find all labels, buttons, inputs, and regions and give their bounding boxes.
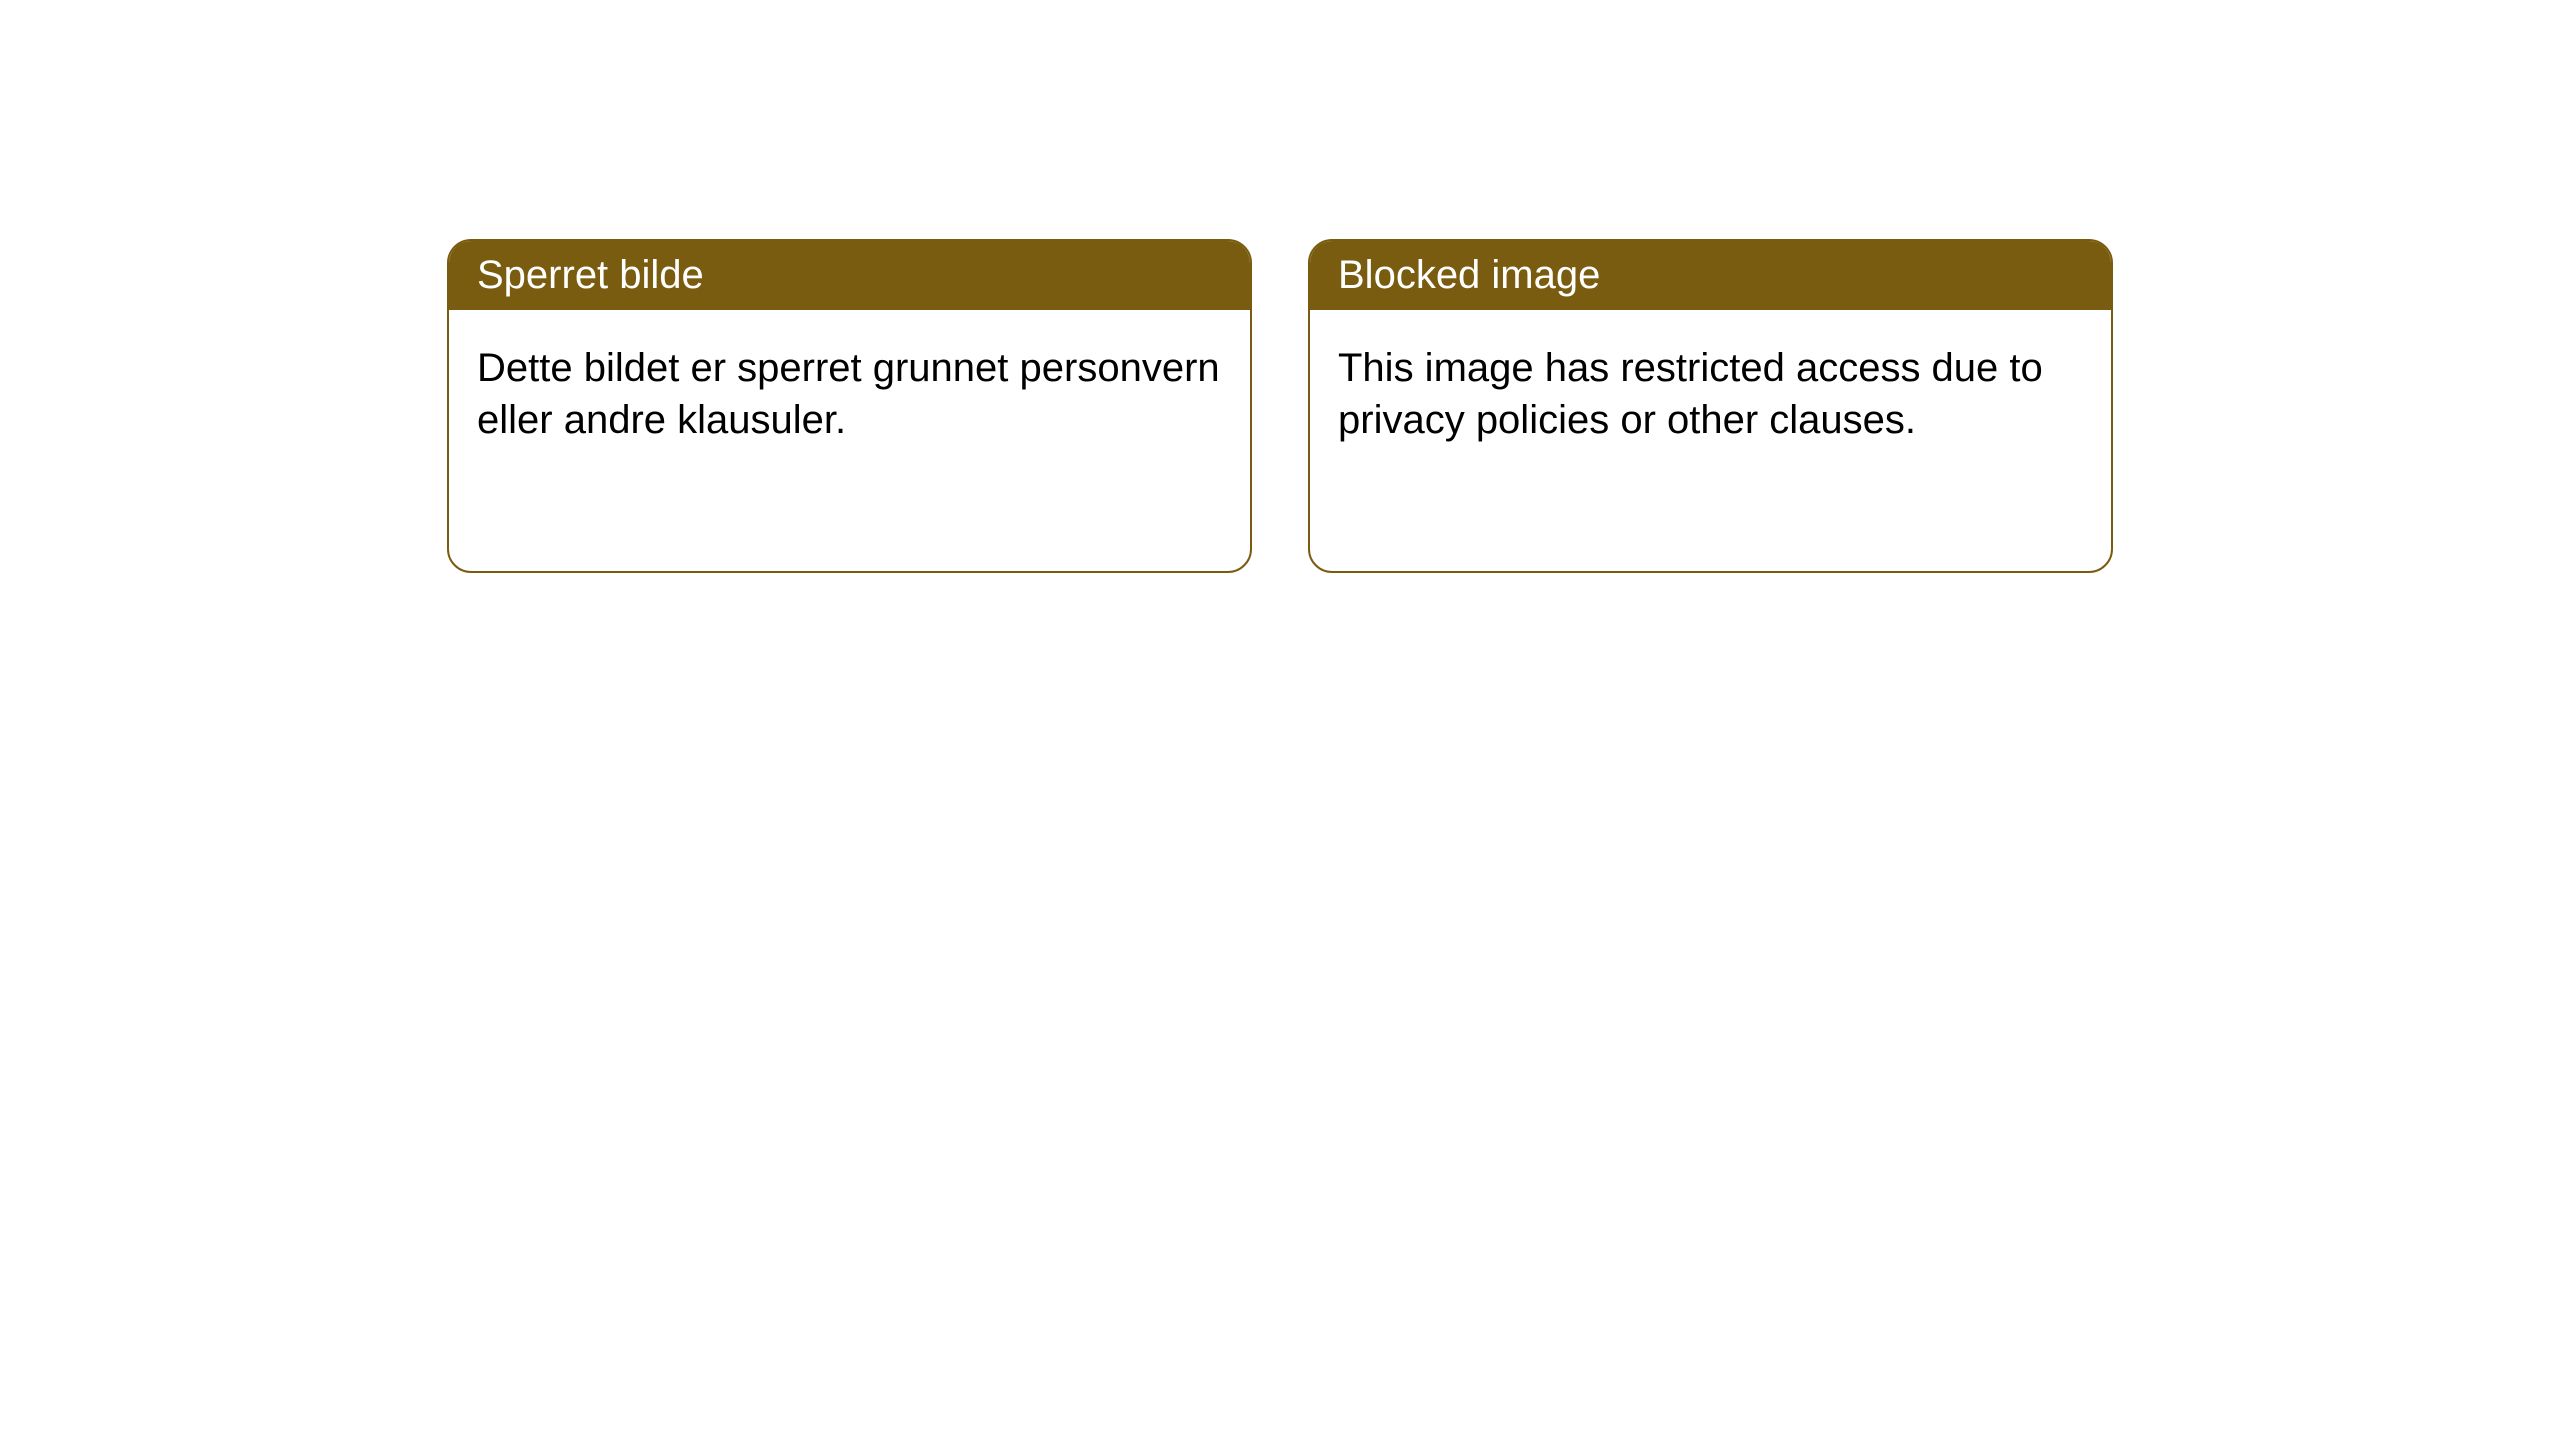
card-body-text: This image has restricted access due to …	[1338, 346, 2043, 442]
card-title: Sperret bilde	[477, 253, 704, 297]
notice-cards-row: Sperret bilde Dette bildet er sperret gr…	[447, 239, 2113, 573]
card-header: Blocked image	[1310, 241, 2111, 310]
card-body: This image has restricted access due to …	[1310, 310, 2111, 478]
notice-card-english: Blocked image This image has restricted …	[1308, 239, 2113, 573]
card-body: Dette bildet er sperret grunnet personve…	[449, 310, 1250, 478]
card-body-text: Dette bildet er sperret grunnet personve…	[477, 346, 1220, 442]
card-header: Sperret bilde	[449, 241, 1250, 310]
notice-card-norwegian: Sperret bilde Dette bildet er sperret gr…	[447, 239, 1252, 573]
card-title: Blocked image	[1338, 253, 1600, 297]
